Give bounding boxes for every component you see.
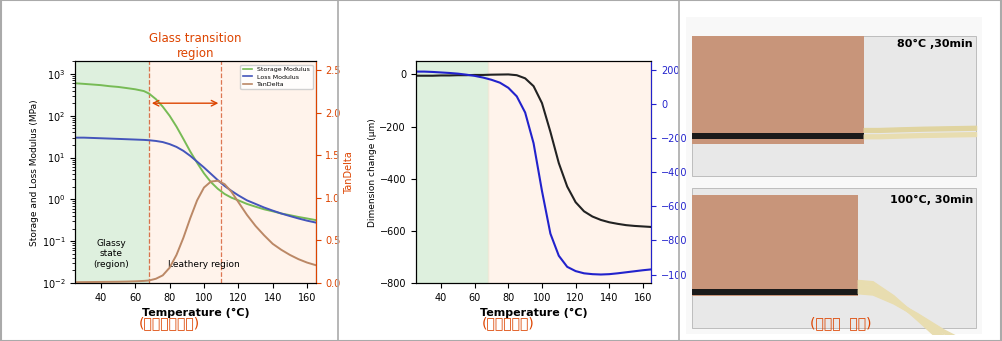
Y-axis label: Dimension change (μm): Dimension change (μm) [368,118,377,226]
Bar [692,289,858,295]
Y-axis label: Storage and Loss Modulus (MPa): Storage and Loss Modulus (MPa) [30,99,39,246]
Title: Glass transition
region: Glass transition region [149,32,241,60]
Bar [692,133,864,139]
Bar [692,195,858,296]
Bar [416,61,488,283]
Text: Glassy
state
(region): Glassy state (region) [93,239,129,269]
Text: (열기계분석): (열기계분석) [482,316,535,330]
Text: (동적기계분석): (동적기계분석) [138,316,199,330]
Bar [692,36,864,144]
Bar [692,188,976,328]
X-axis label: Temperature (°C): Temperature (°C) [480,308,587,318]
Bar [75,61,149,283]
Legend: Storage Modulus, Loss Modulus, TanDelta: Storage Modulus, Loss Modulus, TanDelta [240,64,313,89]
Y-axis label: TanDelta: TanDelta [344,151,354,194]
Text: (열변형  시험): (열변형 시험) [810,316,872,330]
Bar [692,36,976,176]
Bar [149,61,316,283]
Y-axis label: CTE (μm/m·°C): CTE (μm/m·°C) [696,139,705,206]
Text: Leathery region: Leathery region [168,260,239,269]
Text: 80°C ,30min: 80°C ,30min [898,39,973,49]
X-axis label: Temperature (°C): Temperature (°C) [141,308,249,318]
Text: 100°C, 30min: 100°C, 30min [890,195,973,205]
Bar [488,61,651,283]
